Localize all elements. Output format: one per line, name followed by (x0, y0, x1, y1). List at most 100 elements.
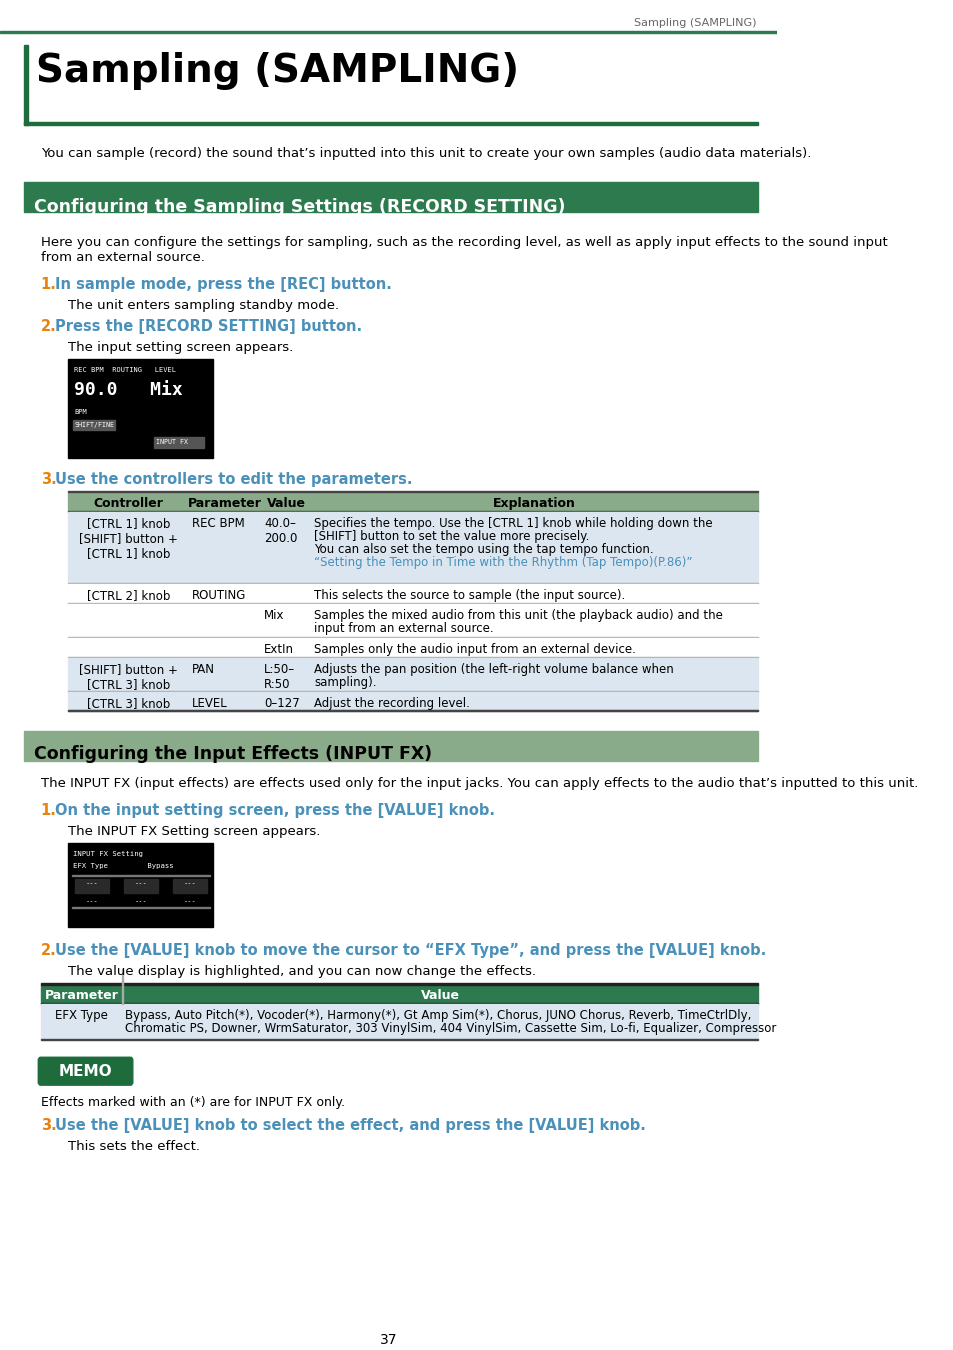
Text: The input setting screen appears.: The input setting screen appears. (69, 340, 294, 354)
Bar (69, 512, 757, 585)
Text: In sample mode, press the [REC] button.: In sample mode, press the [REC] button. (55, 277, 392, 292)
Text: Specifies the tempo. Use the [CTRL 1] knob while holding down the: Specifies the tempo. Use the [CTRL 1] kn… (314, 517, 712, 531)
Bar (69, 493, 757, 512)
Bar (25, 45, 28, 124)
Text: Use the [VALUE] knob to move the cursor to “EFX Type”, and press the [VALUE] kno: Use the [VALUE] knob to move the cursor … (55, 942, 766, 957)
Text: [CTRL 3] knob: [CTRL 3] knob (87, 697, 171, 710)
Text: L:50–
R:50: L:50– R:50 (264, 663, 294, 691)
Text: ROUTING: ROUTING (193, 589, 247, 602)
Text: 3.: 3. (41, 472, 56, 487)
Text: Parameter: Parameter (188, 497, 261, 510)
Text: Configuring the Sampling Settings (RECORD SETTING): Configuring the Sampling Settings (RECOR… (34, 198, 565, 216)
Text: ---: --- (134, 898, 147, 903)
Text: This selects the source to sample (the input source).: This selects the source to sample (the i… (314, 589, 625, 602)
Text: Adjusts the pan position (the left-right volume balance when: Adjusts the pan position (the left-right… (314, 663, 674, 675)
Text: Here you can configure the settings for sampling, such as the recording level, a: Here you can configure the settings for … (41, 236, 886, 265)
Text: “Setting the Tempo in Time with the Rhythm (Tap Tempo)(P.86)”: “Setting the Tempo in Time with the Rhyt… (314, 556, 692, 570)
Text: Sampling (SAMPLING): Sampling (SAMPLING) (633, 18, 755, 28)
Text: INPUT FX Setting: INPUT FX Setting (73, 850, 143, 857)
Bar (41, 1004, 757, 1041)
Text: Adjust the recording level.: Adjust the recording level. (314, 697, 470, 710)
Text: Use the controllers to edit the parameters.: Use the controllers to edit the paramete… (55, 472, 413, 487)
Text: 1.: 1. (41, 803, 56, 818)
Text: REC BPM: REC BPM (193, 517, 245, 531)
Text: Value: Value (420, 990, 459, 1003)
Bar (153, 437, 204, 448)
Text: This sets the effect.: This sets the effect. (69, 1139, 200, 1153)
Text: ---: --- (134, 880, 147, 886)
Text: Chromatic PS, Downer, WrmSaturator, 303 VinylSim, 404 VinylSim, Cassette Sim, Lo: Chromatic PS, Downer, WrmSaturator, 303 … (126, 1022, 776, 1035)
Bar (69, 657, 757, 691)
Bar (25, 122, 757, 124)
Text: The unit enters sampling standby mode.: The unit enters sampling standby mode. (69, 298, 339, 312)
Text: Explanation: Explanation (493, 497, 576, 510)
Text: [SHIFT] button to set the value more precisely.: [SHIFT] button to set the value more pre… (314, 531, 589, 543)
Bar (41, 984, 757, 1004)
Text: LEVEL: LEVEL (193, 697, 228, 710)
Text: Press the [RECORD SETTING] button.: Press the [RECORD SETTING] button. (55, 319, 362, 333)
Text: [SHIFT] button +
[CTRL 3] knob: [SHIFT] button + [CTRL 3] knob (79, 663, 178, 691)
Bar (69, 710, 757, 711)
Text: Samples only the audio input from an external device.: Samples only the audio input from an ext… (314, 643, 636, 656)
Text: Controller: Controller (93, 497, 164, 510)
Text: You can sample (record) the sound that’s inputted into this unit to create your : You can sample (record) the sound that’s… (41, 147, 810, 161)
Text: The INPUT FX (input effects) are effects used only for the input jacks. You can : The INPUT FX (input effects) are effects… (41, 778, 917, 790)
Bar (69, 585, 757, 603)
Text: input from an external source.: input from an external source. (314, 622, 494, 634)
Text: ---: --- (86, 880, 98, 886)
Text: 2.: 2. (41, 942, 56, 957)
Text: INPUT FX: INPUT FX (155, 440, 188, 446)
Text: The value display is highlighted, and you can now change the effects.: The value display is highlighted, and yo… (69, 965, 536, 977)
Text: [CTRL 2] knob: [CTRL 2] knob (87, 589, 171, 602)
Text: 1.: 1. (41, 277, 56, 292)
Text: REC BPM  ROUTING   LEVEL: REC BPM ROUTING LEVEL (74, 367, 176, 373)
Bar (124, 879, 158, 892)
Text: The INPUT FX Setting screen appears.: The INPUT FX Setting screen appears. (69, 825, 320, 838)
Text: 0–127: 0–127 (264, 697, 299, 710)
Text: PAN: PAN (193, 663, 215, 675)
Bar (172, 879, 207, 892)
Bar (72, 420, 114, 431)
Text: ---: --- (183, 880, 196, 886)
Text: Sampling (SAMPLING): Sampling (SAMPLING) (36, 51, 518, 90)
Bar (69, 842, 213, 926)
Text: Configuring the Input Effects (INPUT FX): Configuring the Input Effects (INPUT FX) (34, 745, 432, 763)
Bar (75, 879, 109, 892)
Text: ---: --- (86, 898, 98, 903)
Text: Effects marked with an (*) are for INPUT FX only.: Effects marked with an (*) are for INPUT… (41, 1096, 344, 1110)
Bar (41, 983, 757, 984)
Text: ---: --- (183, 898, 196, 903)
Text: sampling).: sampling). (314, 675, 376, 688)
Text: [CTRL 1] knob
[SHIFT] button +
[CTRL 1] knob: [CTRL 1] knob [SHIFT] button + [CTRL 1] … (79, 517, 178, 560)
Text: 90.0   Mix   127: 90.0 Mix 127 (74, 381, 248, 398)
Text: Mix: Mix (264, 609, 284, 622)
Bar (69, 637, 757, 657)
Text: Parameter: Parameter (45, 990, 118, 1003)
Text: Value: Value (266, 497, 305, 510)
Text: ExtIn: ExtIn (264, 643, 294, 656)
Text: 3.: 3. (41, 1118, 56, 1133)
FancyBboxPatch shape (38, 1057, 132, 1085)
Bar (25, 732, 757, 761)
Text: Samples the mixed audio from this unit (the playback audio) and the: Samples the mixed audio from this unit (… (314, 609, 722, 622)
Text: SHIFT/FINE: SHIFT/FINE (74, 421, 114, 428)
Text: 37: 37 (379, 1334, 397, 1347)
Bar (41, 1003, 757, 1004)
Bar (69, 359, 213, 459)
Text: On the input setting screen, press the [VALUE] knob.: On the input setting screen, press the [… (55, 803, 495, 818)
Text: 2.: 2. (41, 319, 56, 333)
Text: MEMO: MEMO (59, 1064, 112, 1079)
Text: EFX Type         Bypass: EFX Type Bypass (73, 863, 173, 869)
Text: Use the [VALUE] knob to select the effect, and press the [VALUE] knob.: Use the [VALUE] knob to select the effec… (55, 1118, 645, 1133)
Text: EFX Type: EFX Type (55, 1010, 108, 1022)
Bar (69, 491, 757, 493)
Bar (25, 182, 757, 212)
Bar (69, 691, 757, 711)
Bar (0, 31, 777, 32)
Text: 40.0–
200.0: 40.0– 200.0 (264, 517, 297, 545)
Bar (69, 510, 757, 512)
Text: BPM: BPM (74, 409, 87, 414)
Bar (41, 1038, 757, 1041)
Text: Bypass, Auto Pitch(*), Vocoder(*), Harmony(*), Gt Amp Sim(*), Chorus, JUNO Choru: Bypass, Auto Pitch(*), Vocoder(*), Harmo… (126, 1010, 751, 1022)
Bar (69, 603, 757, 637)
